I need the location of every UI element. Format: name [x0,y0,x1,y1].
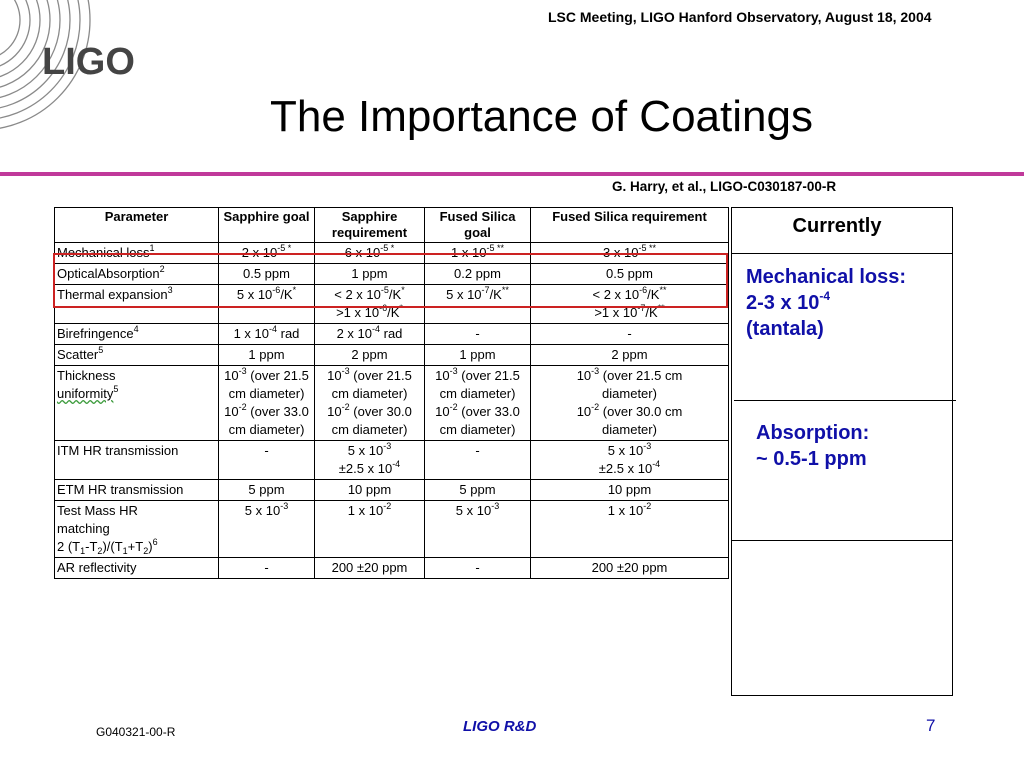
param-cell: ITM HR transmission [54,440,219,480]
table-cell: 2 ppm [314,344,425,366]
param-cell: Test Mass HR matching 2 (T1-T2)/(T1+T2)6 [54,500,219,558]
citation: G. Harry, et al., LIGO-C030187-00-R [612,179,837,194]
panel-divider [731,540,953,541]
table-row: Birefringence4 1 x 10-4 rad 2 x 10-4 rad… [54,323,729,345]
table-cell: 10-3 (over 21.5 cm diameter) 10-2 (over 3… [424,365,531,441]
col-header-sapphire-goal: Sapphire goal [218,207,315,243]
col-header-silica-goal: Fused Silica goal [424,207,531,243]
panel-divider [734,400,956,401]
param-cell: Thickness uniformity5 [54,365,219,441]
table-cell: - [530,323,729,345]
table-cell: 10-3 (over 21.5 cm diameter) 10-2 (over 30… [530,365,729,441]
table-row: OpticalAbsorption2 0.5 ppm 1 ppm 0.2 ppm… [54,263,729,285]
table-cell: - [218,440,315,480]
table-cell: 2 x 10-4 rad [314,323,425,345]
table-cell: 10-3 (over 21.5 cm diameter) 10-2 (over 3… [314,365,425,441]
absorption-label: Absorption: [756,422,870,444]
table-cell: - [218,557,315,579]
title-divider [0,172,1024,176]
table-cell: 10-3 (over 21.5 cm diameter) 10-2 (over 3… [218,365,315,441]
table-cell: 5 x 10-3 [424,500,531,558]
table-cell: 1 ppm [314,263,425,285]
param-cell: Thermal expansion3 [54,284,219,324]
mech-loss-material: (tantala) [746,318,824,340]
table-cell: < 2 x 10-6/K** >1 x 10-7/K** [530,284,729,324]
table-cell: 5 ppm [218,479,315,501]
col-header-silica-req: Fused Silica requirement [530,207,729,243]
table-row: Test Mass HR matching 2 (T1-T2)/(T1+T2)6 5… [54,500,729,558]
absorption-value: ~ 0.5-1 ppm [756,448,867,470]
highlight-box [53,253,728,308]
logo-arcs-icon: LIGO [0,0,135,129]
table-cell: < 2 x 10-5/K* >1 x 10-6/K* [314,284,425,324]
table-cell: 200 ±20 ppm [314,557,425,579]
table-cell: 200 ±20 ppm [530,557,729,579]
table-row: ETM HR transmission 5 ppm 10 ppm 5 ppm 1… [54,479,729,501]
param-cell: Scatter5 [54,344,219,366]
table-row: Scatter5 1 ppm 2 ppm 1 ppm 2 ppm [54,344,729,366]
table-row: Thermal expansion3 5 x 10-6/K* < 2 x 10-… [54,284,729,324]
table-cell: 0.2 ppm [424,263,531,285]
absorption-note: Absorption: ~ 0.5-1 ppm [756,420,869,472]
document-id: G040321-00-R [96,725,176,739]
table-cell: 5 x 10-3 ±2.5 x 10-4 [530,440,729,480]
table-cell: 10 ppm [314,479,425,501]
currently-panel [731,207,953,696]
mech-loss-label: Mechanical loss: [746,266,907,288]
table-cell: 5 x 10-3 [218,500,315,558]
table-cell: 10 ppm [530,479,729,501]
table-cell: 1 x 10-2 [530,500,729,558]
table-cell: 1 ppm [218,344,315,366]
table-cell: 1 x 10-2 [314,500,425,558]
col-header-sapphire-req: Sapphire requirement [314,207,425,243]
currently-header: Currently [792,215,882,237]
slide-title: The Importance of Coatings [270,92,813,141]
table-cell: 5 ppm [424,479,531,501]
param-cell: AR reflectivity [54,557,219,579]
meeting-header: LSC Meeting, LIGO Hanford Observatory, A… [548,9,932,25]
table-cell: 5 x 10-6/K* [218,284,315,324]
table-row: Thickness uniformity5 10-3 (over 21.5 cm … [54,365,729,441]
page-number: 7 [926,716,936,735]
table-header-row: Parameter Sapphire goal Sapphire require… [54,207,729,243]
mechanical-loss-note: Mechanical loss: 2-3 x 10-4 (tantala) [746,264,906,342]
table-cell: 5 x 10-3 ±2.5 x 10-4 [314,440,425,480]
table-cell: - [424,323,531,345]
table-row: ITM HR transmission - 5 x 10-3 ±2.5 x 10-… [54,440,729,480]
col-header-parameter: Parameter [54,207,219,243]
footer-center-label: LIGO R&D [463,718,537,735]
table-cell: - [424,557,531,579]
table-cell: 2 ppm [530,344,729,366]
mech-loss-value: 2-3 x 10-4 [746,289,831,314]
table-cell: 1 x 10-4 rad [218,323,315,345]
spec-table: Parameter Sapphire goal Sapphire require… [54,207,729,579]
param-cell: Birefringence4 [54,323,219,345]
svg-text:LIGO: LIGO [42,41,135,83]
panel-divider [731,253,953,254]
ligo-logo: LIGO [0,0,170,140]
table-cell: 1 ppm [424,344,531,366]
table-cell: 0.5 ppm [530,263,729,285]
param-cell: ETM HR transmission [54,479,219,501]
table-cell: - [424,440,531,480]
table-row: AR reflectivity - 200 ±20 ppm - 200 ±20 … [54,557,729,579]
